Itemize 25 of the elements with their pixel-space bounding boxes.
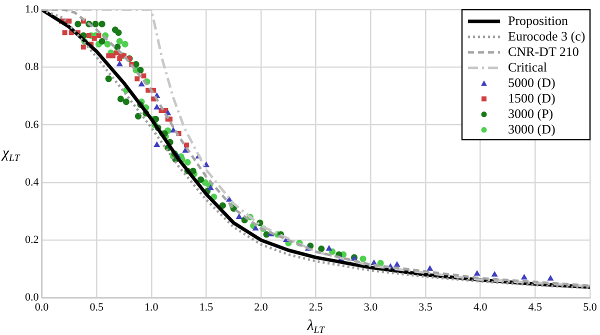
legend-label: Critical — [508, 59, 548, 74]
y-tick-label: 0.4 — [25, 176, 40, 188]
y-tick-label: 0.0 — [25, 292, 40, 304]
legend-label: 1500 (D) — [508, 90, 556, 106]
x-tick-label: 0.5 — [90, 301, 104, 314]
x-tick-label: 4.0 — [473, 301, 488, 314]
x-tick-label: 2.5 — [309, 301, 324, 314]
legend-label: Eurocode 3 (c) — [508, 28, 586, 44]
x-tick-label: 3.0 — [364, 301, 378, 314]
x-tick-label: 4.5 — [528, 301, 543, 314]
x-tick-label: 5.0 — [583, 301, 598, 314]
y-tick-label: 0.8 — [25, 61, 40, 74]
x-tick-label: 1.0 — [144, 301, 159, 314]
x-tick-label: 2.0 — [254, 301, 268, 314]
legend-label: 3000 (D) — [508, 121, 556, 136]
legend-label: Proposition — [508, 12, 568, 28]
x-tick-label: 1.5 — [199, 301, 214, 314]
y-tick-label: 0.2 — [25, 234, 39, 246]
legend-label: 5000 (D) — [508, 74, 556, 90]
x-tick-label: 3.5 — [418, 301, 433, 314]
y-tick-label: 0.6 — [25, 118, 40, 131]
y-tick-label: 1.0 — [25, 3, 40, 16]
legend-label: 3000 (P) — [508, 106, 554, 121]
legend-label: CNR-DT 210 — [508, 44, 579, 59]
x-tick-label: 0.0 — [34, 301, 50, 314]
